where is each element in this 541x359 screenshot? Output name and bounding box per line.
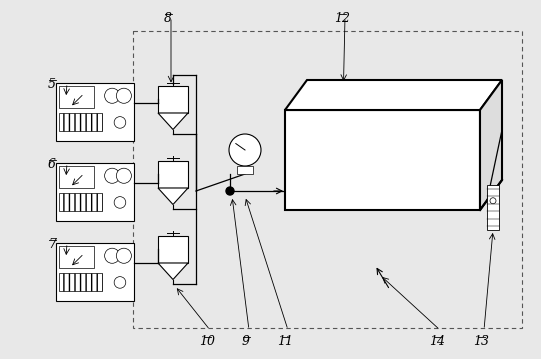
Text: 10: 10 [199, 335, 215, 348]
Text: 5: 5 [48, 78, 56, 91]
Polygon shape [158, 188, 188, 205]
Text: 9: 9 [242, 335, 250, 348]
Bar [133, 31, 522, 328]
Circle shape [104, 88, 120, 103]
Bar [237, 166, 253, 174]
Text: 8: 8 [164, 12, 172, 25]
Bar [56, 243, 134, 301]
Bar [59, 86, 94, 108]
Bar [59, 273, 102, 290]
Text: 12: 12 [334, 12, 350, 25]
Text: 11: 11 [277, 335, 293, 348]
Text: 14: 14 [429, 335, 445, 348]
Bar [487, 185, 499, 230]
Bar [158, 160, 188, 188]
Bar [59, 113, 102, 131]
Circle shape [229, 134, 261, 166]
Bar [285, 110, 480, 210]
Bar [59, 166, 94, 188]
Circle shape [114, 197, 126, 208]
Circle shape [116, 88, 131, 103]
Circle shape [490, 198, 496, 204]
Bar [158, 236, 188, 263]
Circle shape [104, 248, 120, 263]
Bar [56, 163, 134, 221]
Bar [59, 193, 102, 211]
Circle shape [226, 187, 234, 195]
Text: 7: 7 [48, 238, 56, 251]
Circle shape [104, 168, 120, 183]
Bar [59, 246, 94, 268]
Text: 13: 13 [473, 335, 489, 348]
Bar [158, 85, 188, 113]
Circle shape [116, 248, 131, 263]
Polygon shape [480, 80, 502, 210]
Polygon shape [285, 80, 502, 110]
Bar [56, 83, 134, 141]
Polygon shape [158, 263, 188, 280]
Circle shape [114, 277, 126, 288]
Circle shape [116, 168, 131, 183]
Polygon shape [158, 113, 188, 130]
Text: 6: 6 [48, 158, 56, 171]
Circle shape [114, 117, 126, 128]
